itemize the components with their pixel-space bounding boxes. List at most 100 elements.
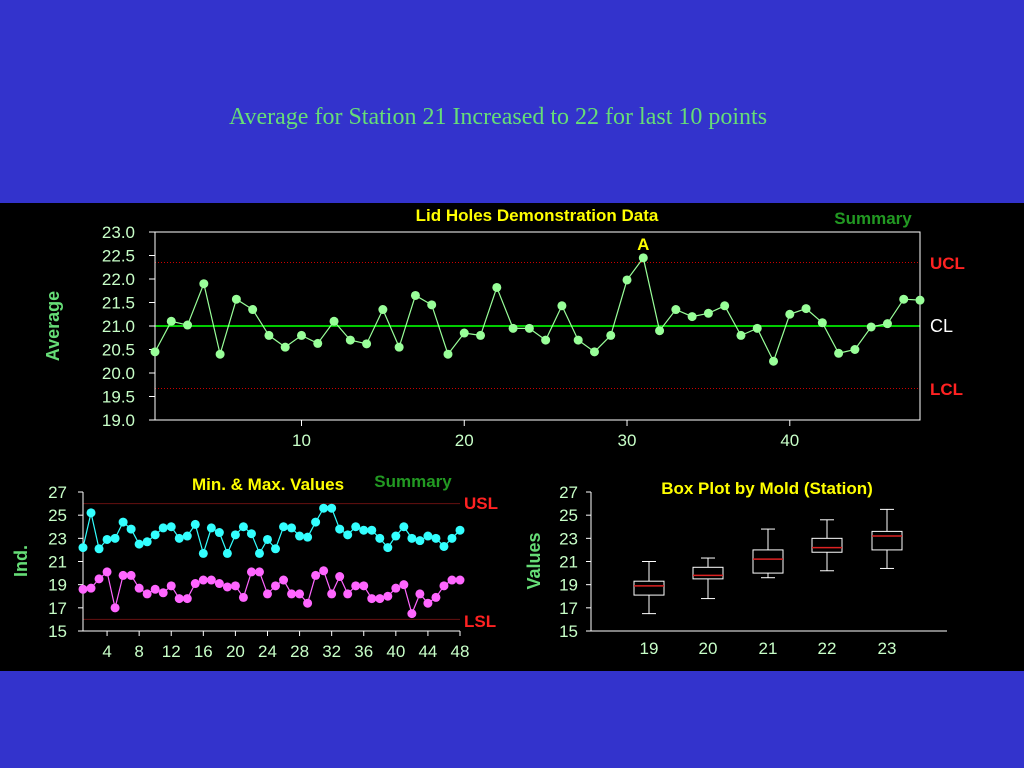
average-point <box>296 330 306 340</box>
y-tick-label: 21 <box>559 553 578 572</box>
average-chart-title: Lid Holes Demonstration Data <box>416 206 659 225</box>
y-tick-label: 23 <box>559 529 578 548</box>
y-tick-label: 27 <box>559 483 578 502</box>
min-point <box>271 581 281 591</box>
x-tick-label: 48 <box>451 642 470 661</box>
max-point <box>246 529 256 539</box>
y-tick-label: 22.5 <box>102 247 135 266</box>
min-point <box>230 581 240 591</box>
box-body <box>633 580 665 596</box>
max-point <box>262 534 272 544</box>
usl-label: USL <box>464 494 498 513</box>
max-point <box>391 531 401 541</box>
min-max-chart-title: Min. & Max. Values <box>192 475 344 494</box>
min-point <box>399 580 409 590</box>
box-plot-23 <box>871 508 903 569</box>
average-point <box>915 295 925 305</box>
average-point <box>801 304 811 314</box>
average-point <box>166 316 176 326</box>
min-point <box>166 581 176 591</box>
average-point <box>817 318 827 328</box>
x-tick-label: 36 <box>354 642 373 661</box>
average-point <box>703 308 713 318</box>
average-point <box>638 253 648 263</box>
average-point <box>557 301 567 311</box>
average-point <box>866 322 876 332</box>
box-plot-chart: Box Plot by Mold (Station) Values 27 25 23… <box>524 479 947 658</box>
max-point <box>303 532 313 542</box>
min-point <box>190 579 200 589</box>
average-point <box>199 279 209 289</box>
average-point <box>769 356 779 366</box>
average-point <box>329 316 339 326</box>
max-point <box>311 517 321 527</box>
box-plot-22 <box>811 519 843 572</box>
average-chart: Lid Holes Demonstration Data Summary Ave… <box>43 206 965 450</box>
category-label: 19 <box>640 639 659 658</box>
max-point <box>110 533 120 543</box>
min-point <box>182 594 192 604</box>
box-body <box>692 566 724 580</box>
min-point <box>86 583 96 593</box>
slide-title: Average for Station 21 Increased to 22 f… <box>228 104 768 130</box>
x-tick-label: 20 <box>226 642 245 661</box>
min-point <box>238 592 248 602</box>
min-point <box>118 570 128 580</box>
average-point <box>541 335 551 345</box>
min-point <box>431 592 441 602</box>
max-point <box>254 548 264 558</box>
max-point <box>142 537 152 547</box>
average-point <box>313 338 323 348</box>
ucl-label: UCL <box>930 254 965 273</box>
x-tick-label: 32 <box>322 642 341 661</box>
min-max-chart-summary-label: Summary <box>374 472 452 491</box>
min-point <box>102 567 112 577</box>
y-tick-label: 20.0 <box>102 364 135 383</box>
average-point <box>231 294 241 304</box>
min-max-y-axis-label: Ind. <box>11 545 31 577</box>
min-point <box>327 589 337 599</box>
max-point <box>134 539 144 549</box>
min-point <box>311 570 321 580</box>
min-point <box>383 591 393 601</box>
category-label: 20 <box>699 639 718 658</box>
average-point <box>378 305 388 315</box>
min-point <box>335 572 345 582</box>
max-point <box>182 531 192 541</box>
x-tick-label: 28 <box>290 642 309 661</box>
y-tick-label: 25 <box>559 506 578 525</box>
average-point <box>687 312 697 322</box>
y-tick-label: 20.5 <box>102 341 135 360</box>
average-point <box>752 323 762 333</box>
min-point <box>262 589 272 599</box>
max-point <box>198 548 208 558</box>
max-point <box>86 508 96 518</box>
box-plot-20 <box>692 557 724 600</box>
average-point <box>834 348 844 358</box>
max-point <box>102 534 112 544</box>
max-point <box>238 522 248 532</box>
average-point <box>362 339 372 349</box>
average-point <box>671 305 681 315</box>
min-point <box>391 583 401 593</box>
x-tick-label: 16 <box>194 642 213 661</box>
max-point <box>423 531 433 541</box>
y-tick-label: 15 <box>48 622 67 641</box>
average-point <box>573 335 583 345</box>
min-point <box>126 570 136 580</box>
category-label: 21 <box>759 639 778 658</box>
max-point <box>190 519 200 529</box>
min-point <box>319 566 329 576</box>
average-point <box>394 342 404 352</box>
average-point <box>736 330 746 340</box>
max-point <box>166 522 176 532</box>
lsl-label: LSL <box>464 612 496 631</box>
average-point <box>882 319 892 329</box>
min-point <box>343 589 353 599</box>
average-point <box>899 294 909 304</box>
average-point <box>215 349 225 359</box>
max-point <box>214 528 224 538</box>
min-point <box>94 574 104 584</box>
max-point <box>455 525 465 535</box>
category-label: 23 <box>878 639 897 658</box>
